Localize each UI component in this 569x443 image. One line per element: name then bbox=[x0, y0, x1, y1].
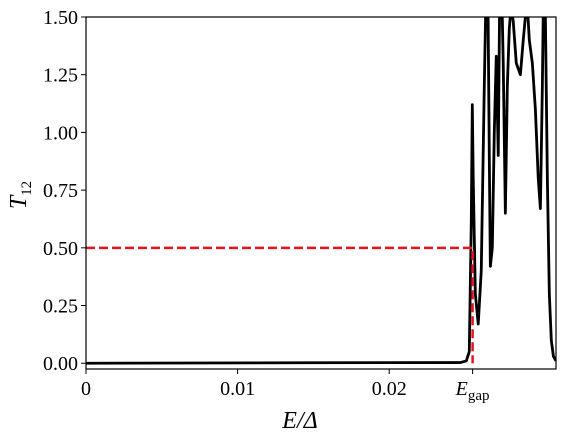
x-axis-label: E/Δ bbox=[281, 408, 317, 434]
y-tick-label: 1.25 bbox=[43, 65, 78, 87]
line bbox=[86, 17, 556, 365]
y-tick-label: 0.00 bbox=[43, 353, 78, 375]
plot-area bbox=[86, 17, 556, 365]
y-tick-label: 1.50 bbox=[43, 7, 78, 29]
y-axis-label: T12 bbox=[6, 181, 35, 209]
plot-frame bbox=[85, 16, 557, 370]
x-tick-label: 0.01 bbox=[220, 378, 255, 400]
y-tick-label: 1.00 bbox=[43, 122, 78, 144]
line bbox=[86, 246, 474, 364]
y-tick-label: 0.25 bbox=[43, 296, 78, 318]
x-tick-label: 0.02 bbox=[372, 378, 407, 400]
y-tick-label: 0.75 bbox=[43, 180, 78, 202]
x-tick-label: 0 bbox=[81, 378, 91, 400]
x-tick-label: Egap bbox=[455, 378, 490, 404]
y-tick-label: 0.50 bbox=[43, 238, 78, 260]
